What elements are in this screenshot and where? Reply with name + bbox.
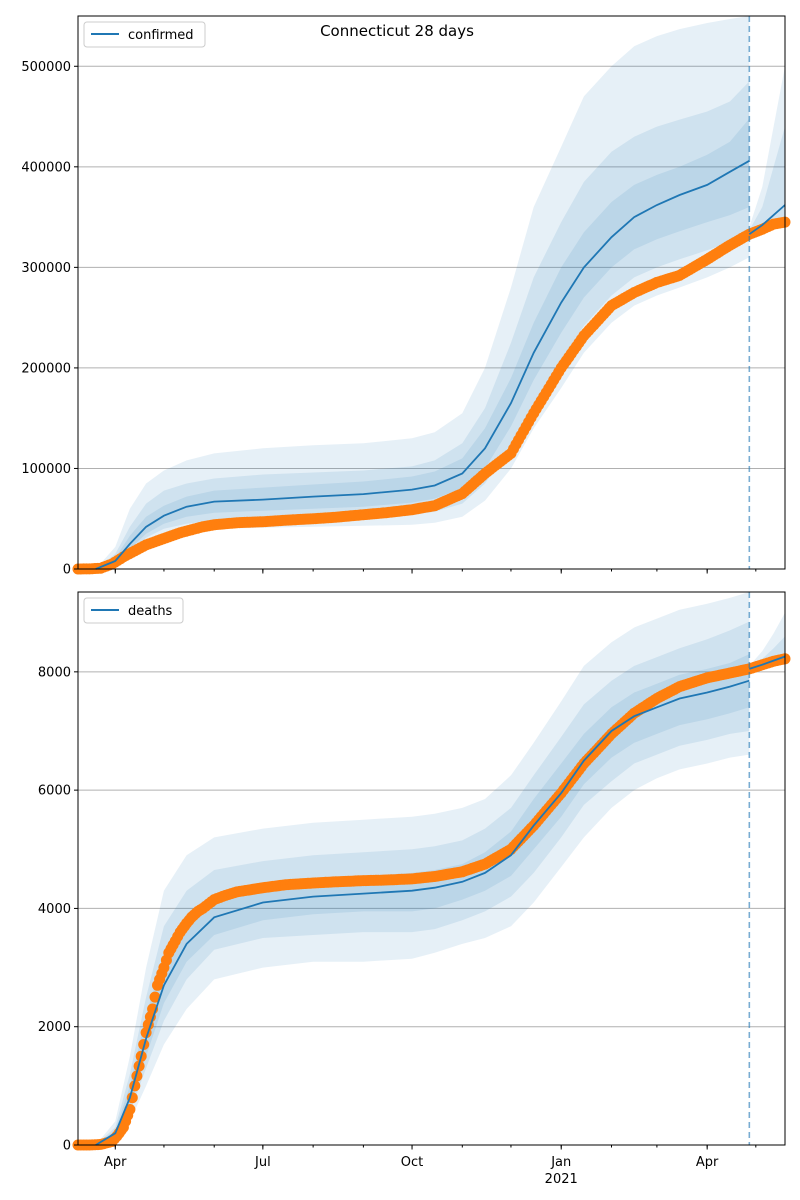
confirmed-y-axis: 0 100000 200000 300000 400000 500000 — [21, 60, 78, 578]
deaths-model-median-line — [95, 679, 750, 1146]
confirmed-y-tick-label: 100000 — [21, 462, 71, 477]
confirmed-forecast-band — [749, 66, 785, 238]
deaths-model-forecast-line — [749, 655, 786, 670]
confirmed-y-tick-label: 400000 — [21, 160, 71, 175]
confirmed-legend: confirmed — [83, 21, 206, 48]
deaths-y-tick-label: 0 — [63, 1139, 71, 1154]
deaths-legend-box — [83, 597, 184, 624]
deaths-x-tick-label: Apr — [696, 1155, 719, 1170]
deaths-panel: 0 2000 4000 6000 8000 Apr Jul Oct Jan Apr 2021 de… — [38, 591, 791, 1187]
confirmed-forecast-band — [749, 126, 785, 237]
confirmed-model-lines — [95, 160, 786, 570]
deaths-y-tick-label: 2000 — [38, 1020, 71, 1035]
deaths-legend: deaths — [83, 597, 184, 624]
deaths-axes-frame — [77, 591, 786, 1146]
confirmed-legend-box — [83, 21, 206, 48]
deaths-uncertainty-band — [95, 592, 750, 1145]
deaths-observed-point — [131, 1070, 143, 1082]
confirmed-model-median-line — [95, 160, 750, 570]
deaths-uncertainty-band — [95, 654, 750, 1145]
confirmed-legend-label: confirmed — [128, 28, 194, 43]
deaths-y-tick-label: 6000 — [38, 784, 71, 799]
chart-title: Connecticut 28 days — [320, 22, 474, 40]
deaths-x-axis: Apr Jul Oct Jan Apr 2021 — [104, 1145, 757, 1187]
x-year-label: 2021 — [545, 1172, 578, 1187]
deaths-uncertainty-band — [95, 621, 750, 1145]
confirmed-grid — [78, 65, 785, 469]
confirmed-axes-frame — [77, 15, 786, 570]
deaths-observed-point — [149, 991, 161, 1003]
deaths-y-axis: 0 2000 4000 6000 8000 — [38, 665, 78, 1154]
confirmed-uncertainty-band — [95, 16, 750, 569]
deaths-legend-label: deaths — [128, 604, 173, 619]
confirmed-model-forecast-line — [748, 204, 786, 235]
confirmed-panel: 0 100000 200000 300000 400000 500000 Connecti… — [21, 15, 791, 578]
confirmed-y-tick-label: 200000 — [21, 361, 71, 376]
deaths-x-tick-label: Apr — [104, 1155, 127, 1170]
confirmed-observed-series — [72, 216, 791, 575]
confirmed-x-axis — [114, 569, 757, 574]
confirmed-uncertainty-band — [95, 81, 750, 570]
confirmed-uncertainty-band — [95, 118, 750, 569]
confirmed-y-tick-label: 0 — [63, 563, 71, 578]
deaths-x-tick-label: Jul — [254, 1155, 271, 1170]
confirmed-y-tick-label: 500000 — [21, 60, 71, 75]
confirmed-uncertainty-bands — [95, 16, 785, 570]
deaths-x-tick-label: Jan — [550, 1155, 571, 1170]
deaths-model-lines — [95, 655, 786, 1146]
deaths-y-tick-label: 8000 — [38, 665, 71, 680]
deaths-observed-series — [72, 653, 791, 1151]
deaths-grid — [78, 671, 785, 1028]
deaths-y-tick-label: 4000 — [38, 902, 71, 917]
confirmed-y-tick-label: 300000 — [21, 261, 71, 276]
deaths-x-tick-label: Oct — [401, 1155, 423, 1170]
